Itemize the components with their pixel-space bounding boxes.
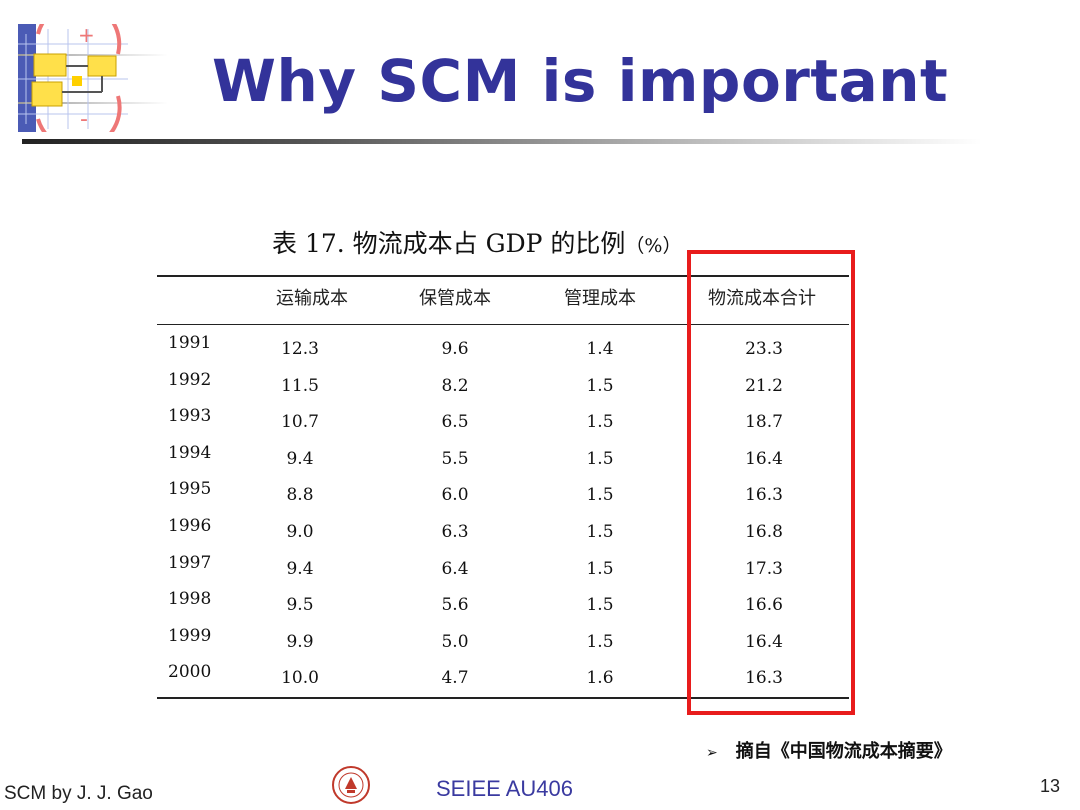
- table-cell: 1.5: [586, 595, 614, 615]
- table-cell: 9.9: [286, 632, 314, 652]
- footer-course: SEIEE AU406: [436, 776, 573, 801]
- table-cell: 5.5: [441, 449, 469, 469]
- table-cell: 18.7: [745, 412, 783, 432]
- table-bottom-rule: [157, 697, 849, 699]
- table-cell: 10.7: [281, 412, 319, 432]
- table-year-cell: 1992: [168, 370, 212, 390]
- table-cell: 6.0: [441, 485, 469, 505]
- table-cell: 1.5: [586, 522, 614, 542]
- table-cell: 9.4: [286, 449, 314, 469]
- table-cell: 21.2: [745, 376, 783, 396]
- table-cell: 1.5: [586, 632, 614, 652]
- table-cell: 16.3: [745, 485, 783, 505]
- slide-title: Why SCM is important: [212, 47, 949, 115]
- table-cell: 1.5: [586, 376, 614, 396]
- table-cell: 9.0: [286, 522, 314, 542]
- arrow-bullet-icon: ➢: [706, 745, 718, 761]
- table-cell: 1.6: [586, 668, 614, 688]
- table-caption-unit: （%）: [625, 235, 682, 257]
- table-caption-text: 表 17. 物流成本占 GDP 的比例: [272, 229, 626, 258]
- table-year-cell: 1996: [168, 516, 212, 536]
- table-cell: 1.5: [586, 485, 614, 505]
- page-number: 13: [1040, 776, 1061, 796]
- column-header-total: 物流成本合计: [708, 288, 816, 309]
- footer-author: SCM by J. J. Gao: [4, 783, 153, 804]
- table-year-cell: 1994: [168, 443, 212, 463]
- university-seal-icon: [332, 766, 370, 804]
- table-cell: 9.5: [286, 595, 314, 615]
- table-year-cell: 1993: [168, 406, 212, 426]
- table-cell: 6.5: [441, 412, 469, 432]
- column-header-storage: 保管成本: [419, 288, 491, 309]
- title-divider: [22, 139, 982, 144]
- table-caption: 表 17. 物流成本占 GDP 的比例（%）: [272, 224, 681, 260]
- table-cell: 23.3: [745, 339, 783, 359]
- table-year-cell: 1998: [168, 589, 212, 609]
- table-cell: 5.6: [441, 595, 469, 615]
- table-cell: 1.5: [586, 559, 614, 579]
- table-cell: 11.5: [281, 376, 319, 396]
- table-cell: 8.2: [441, 376, 469, 396]
- table-year-cell: 2000: [168, 662, 212, 682]
- table-cell: 1.5: [586, 449, 614, 469]
- table-cell: 12.3: [281, 339, 319, 359]
- table-cell: 16.8: [745, 522, 783, 542]
- table-cell: 6.3: [441, 522, 469, 542]
- table-year-cell: 1997: [168, 553, 212, 573]
- svg-text:+: +: [78, 24, 95, 47]
- source-text: 摘自《中国物流成本摘要》: [735, 741, 952, 762]
- table-cell: 16.6: [745, 595, 783, 615]
- table-cell: 5.0: [441, 632, 469, 652]
- highlight-box: [687, 250, 855, 715]
- table-top-rule: [157, 275, 849, 277]
- table-cell: 9.4: [286, 559, 314, 579]
- table-year-cell: 1991: [168, 333, 212, 353]
- table-cell: 9.6: [441, 339, 469, 359]
- table-cell: 1.5: [586, 412, 614, 432]
- column-header-management: 管理成本: [564, 288, 636, 309]
- column-header-transport: 运输成本: [276, 288, 348, 309]
- table-year-cell: 1995: [168, 479, 212, 499]
- table-cell: 17.3: [745, 559, 783, 579]
- table-header-rule: [157, 324, 849, 325]
- scm-logo-icon: + -: [18, 24, 168, 132]
- table-cell: 16.3: [745, 668, 783, 688]
- svg-text:-: -: [80, 107, 88, 132]
- table-cell: 16.4: [745, 632, 783, 652]
- table-cell: 8.8: [286, 485, 314, 505]
- table-cell: 6.4: [441, 559, 469, 579]
- table-cell: 4.7: [441, 668, 469, 688]
- source-note: ➢ 摘自《中国物流成本摘要》: [706, 737, 952, 763]
- table-cell: 1.4: [586, 339, 614, 359]
- table-cell: 16.4: [745, 449, 783, 469]
- table-cell: 10.0: [281, 668, 319, 688]
- table-year-cell: 1999: [168, 626, 212, 646]
